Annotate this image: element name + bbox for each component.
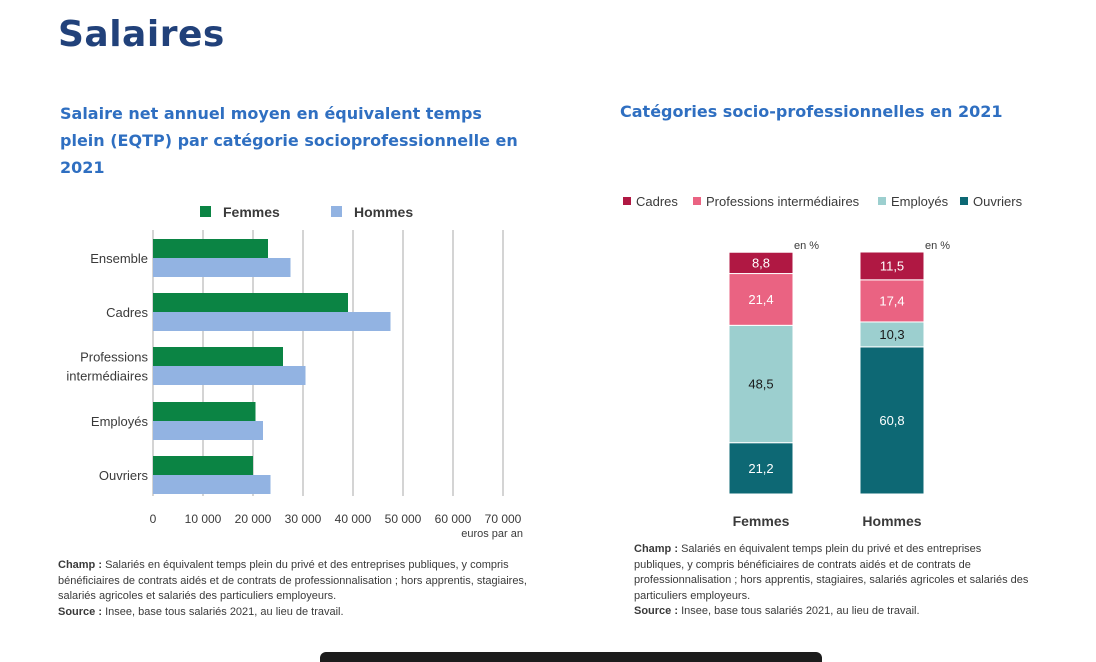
legend-swatch [878,197,886,205]
bottom-scroll-bar[interactable] [320,652,822,662]
legend-swatch [623,197,631,205]
source-text: Insee, base tous salariés 2021, au lieu … [105,605,344,618]
value-label: 21,4 [748,292,773,307]
bar-hommes [153,366,306,385]
bar-femmes [153,293,348,312]
legend-label: Hommes [354,204,413,220]
source-label: Source : [58,605,103,618]
legend-swatch [331,206,342,217]
x-axis-unit-label: euros par an [461,528,523,540]
segment-cadres [859,251,925,281]
legend-label: Femmes [223,204,280,220]
salary-chart-notes: Champ : Salariés en équivalent temps ple… [58,558,528,620]
csp-chart-notes: Champ : Salariés en équivalent temps ple… [634,542,1034,620]
bar-femmes [153,239,268,258]
x-tick-label: 40 000 [335,512,372,526]
champ-label: Champ : [634,543,678,555]
champ-label: Champ : [58,559,102,571]
segment-professions-intermédiaires [728,273,794,326]
csp-chart-title: Catégories socio-professionnelles en 202… [620,102,1003,121]
category-label: Professions [80,350,148,365]
value-label: 60,8 [879,413,904,428]
value-label: 11,5 [880,258,904,273]
source-text: Insee, base tous salariés 2021, au lieu … [681,605,920,617]
category-label: Femmes [733,513,790,529]
legend-label: Employés [891,194,949,209]
x-tick-label: 0 [150,512,157,526]
segment-employés [859,321,925,348]
bar-femmes [153,347,283,366]
value-label: 48,5 [748,377,773,392]
category-label: intermédiaires [66,369,148,384]
category-label: Cadres [106,305,148,320]
segment-employés [728,324,794,444]
segment-professions-intermédiaires [859,279,925,323]
x-tick-label: 20 000 [235,512,272,526]
unit-label: en % [794,240,819,252]
category-label: Ouvriers [99,468,149,483]
value-label: 17,4 [879,293,904,308]
x-tick-label: 50 000 [385,512,422,526]
page-title: Salaires [58,14,225,55]
bar-hommes [153,258,291,277]
x-tick-label: 60 000 [435,512,472,526]
segment-ouvriers [728,442,794,495]
value-label: 21,2 [748,461,773,476]
salary-chart-title: Salaire net annuel moyen en équivalent t… [60,104,518,177]
legend-swatch [200,206,211,217]
champ-text: Salariés en équivalent temps plein du pr… [58,559,527,602]
x-tick-label: 70 000 [485,512,522,526]
legend-label: Professions intermédiaires [706,194,860,209]
x-tick-label: 30 000 [285,512,322,526]
bar-femmes [153,456,253,475]
category-label: Hommes [862,513,921,529]
value-label: 10,3 [879,327,904,342]
legend-label: Cadres [636,194,678,209]
bar-hommes [153,312,391,331]
x-tick-label: 10 000 [185,512,222,526]
legend-swatch [693,197,701,205]
legend-swatch [960,197,968,205]
category-label: Ensemble [90,251,148,266]
bar-hommes [153,421,263,440]
unit-label: en % [925,240,950,252]
category-label: Employés [91,414,149,429]
bar-femmes [153,402,256,421]
legend-label: Ouvriers [973,194,1023,209]
segment-cadres [728,251,794,275]
champ-text: Salariés en équivalent temps plein du pr… [634,543,1029,602]
bar-hommes [153,475,271,494]
source-label: Source : [634,605,679,617]
value-label: 8,8 [752,255,770,270]
